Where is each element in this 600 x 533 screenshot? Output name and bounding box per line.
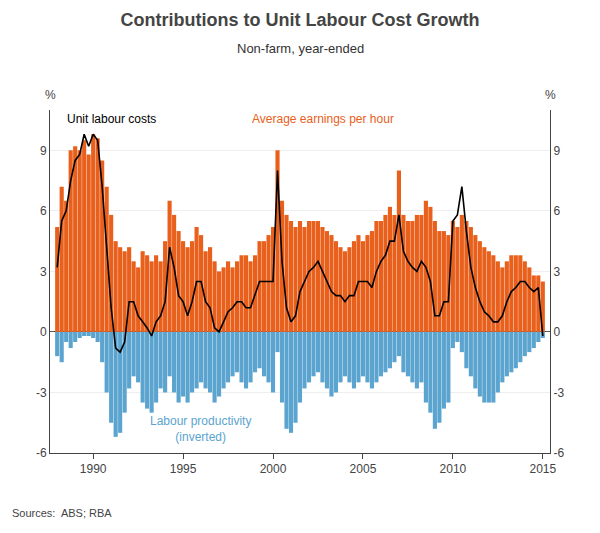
svg-text:Sources: ABS; RBA: Sources: ABS; RBA	[12, 507, 112, 519]
svg-text:Unit labour costs: Unit labour costs	[67, 112, 156, 126]
svg-text:0: 0	[553, 325, 560, 339]
svg-text:6: 6	[40, 204, 47, 218]
svg-text:Labour productivity(inverted): Labour productivity(inverted)	[150, 414, 251, 444]
svg-text:Non-farm, year-ended: Non-farm, year-ended	[237, 41, 364, 56]
svg-text:3: 3	[40, 265, 47, 279]
svg-text:0: 0	[40, 325, 47, 339]
svg-text:-3: -3	[36, 386, 47, 400]
svg-text:%: %	[545, 88, 556, 102]
svg-text:9: 9	[40, 144, 47, 158]
svg-text:-6: -6	[36, 446, 47, 460]
svg-text:Average earnings per hour: Average earnings per hour	[252, 112, 394, 126]
svg-text:3: 3	[553, 265, 560, 279]
svg-text:2000: 2000	[260, 462, 287, 476]
svg-text:9: 9	[553, 144, 560, 158]
svg-text:1995: 1995	[170, 462, 197, 476]
svg-text:2005: 2005	[350, 462, 377, 476]
svg-text:-3: -3	[553, 386, 564, 400]
svg-text:6: 6	[553, 204, 560, 218]
svg-text:%: %	[45, 88, 56, 102]
svg-text:1990: 1990	[80, 462, 107, 476]
svg-text:Contributions to Unit Labour C: Contributions to Unit Labour Cost Growth	[121, 10, 480, 30]
svg-text:-6: -6	[553, 446, 564, 460]
svg-text:2015: 2015	[529, 462, 556, 476]
svg-text:2010: 2010	[440, 462, 467, 476]
